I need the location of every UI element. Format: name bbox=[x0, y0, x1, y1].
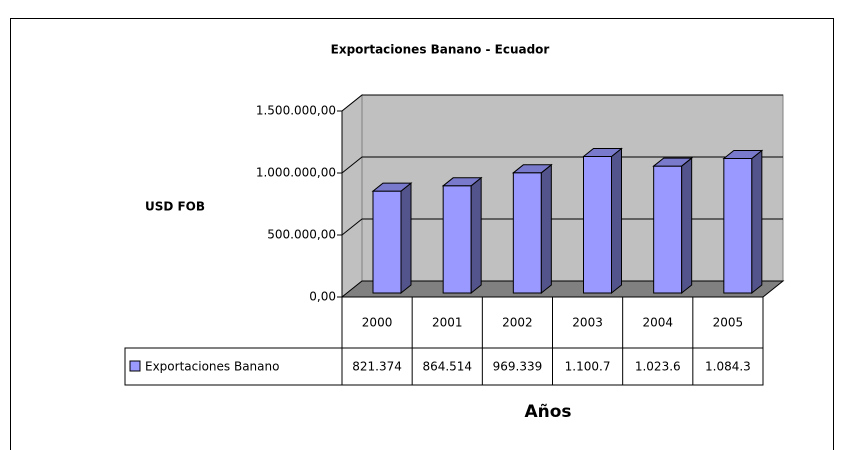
bar-face bbox=[371, 182, 413, 192]
bar bbox=[371, 182, 413, 295]
y-tick-label: 1.500.000,00 bbox=[256, 104, 336, 118]
bar-face bbox=[441, 177, 483, 187]
side-wall bbox=[341, 93, 363, 299]
x-tick-label: 2000 bbox=[362, 316, 393, 330]
value-label: 821.374 bbox=[352, 360, 402, 374]
grid-line bbox=[341, 218, 783, 236]
value-label: 969.339 bbox=[493, 360, 543, 374]
x-tick-label: 2001 bbox=[432, 316, 463, 330]
bar bbox=[652, 157, 694, 295]
grid-line bbox=[341, 156, 783, 174]
bar-face bbox=[582, 148, 623, 158]
x-tick-label: 2005 bbox=[713, 316, 744, 330]
bar bbox=[722, 149, 764, 295]
y-axis-title: USD FOB bbox=[145, 200, 205, 214]
bar-face bbox=[653, 165, 683, 294]
y-tick-label: 1.000.000,00 bbox=[256, 166, 336, 180]
bar-face bbox=[511, 164, 553, 174]
bar-face bbox=[583, 156, 612, 294]
bar-face bbox=[652, 157, 694, 167]
x-tick-label: 2004 bbox=[642, 316, 673, 330]
bar bbox=[441, 176, 483, 295]
value-label: 864.514 bbox=[422, 360, 472, 374]
bar bbox=[582, 147, 623, 295]
bar-face bbox=[681, 157, 693, 295]
bar-face bbox=[442, 185, 472, 294]
x-axis-title: Años bbox=[524, 402, 571, 422]
grid-line bbox=[341, 94, 783, 112]
bar-face bbox=[372, 190, 402, 294]
legend-label: Exportaciones Banano bbox=[145, 360, 279, 374]
bar-face bbox=[470, 176, 482, 295]
bar-face bbox=[540, 163, 552, 295]
y-tick-label: 500.000,00 bbox=[267, 228, 336, 242]
bar-face bbox=[512, 172, 542, 294]
value-label: 1.084.3 bbox=[705, 360, 751, 374]
back-wall bbox=[361, 94, 784, 282]
legend-cell bbox=[124, 347, 343, 386]
bar-face bbox=[400, 182, 412, 295]
value-label: 1.100.7 bbox=[565, 360, 611, 374]
x-tick-label: 2003 bbox=[572, 316, 603, 330]
value-label: 1.023.6 bbox=[635, 360, 681, 374]
bar-face bbox=[722, 150, 764, 160]
x-tick-label: 2002 bbox=[502, 316, 533, 330]
chart-title: Exportaciones Banano - Ecuador bbox=[331, 43, 550, 57]
bar-face bbox=[751, 149, 763, 295]
bar-face bbox=[723, 158, 753, 294]
bar-face bbox=[611, 147, 622, 295]
legend-swatch bbox=[129, 360, 141, 372]
y-tick-label: 0,00 bbox=[309, 290, 336, 304]
bar bbox=[511, 163, 553, 295]
